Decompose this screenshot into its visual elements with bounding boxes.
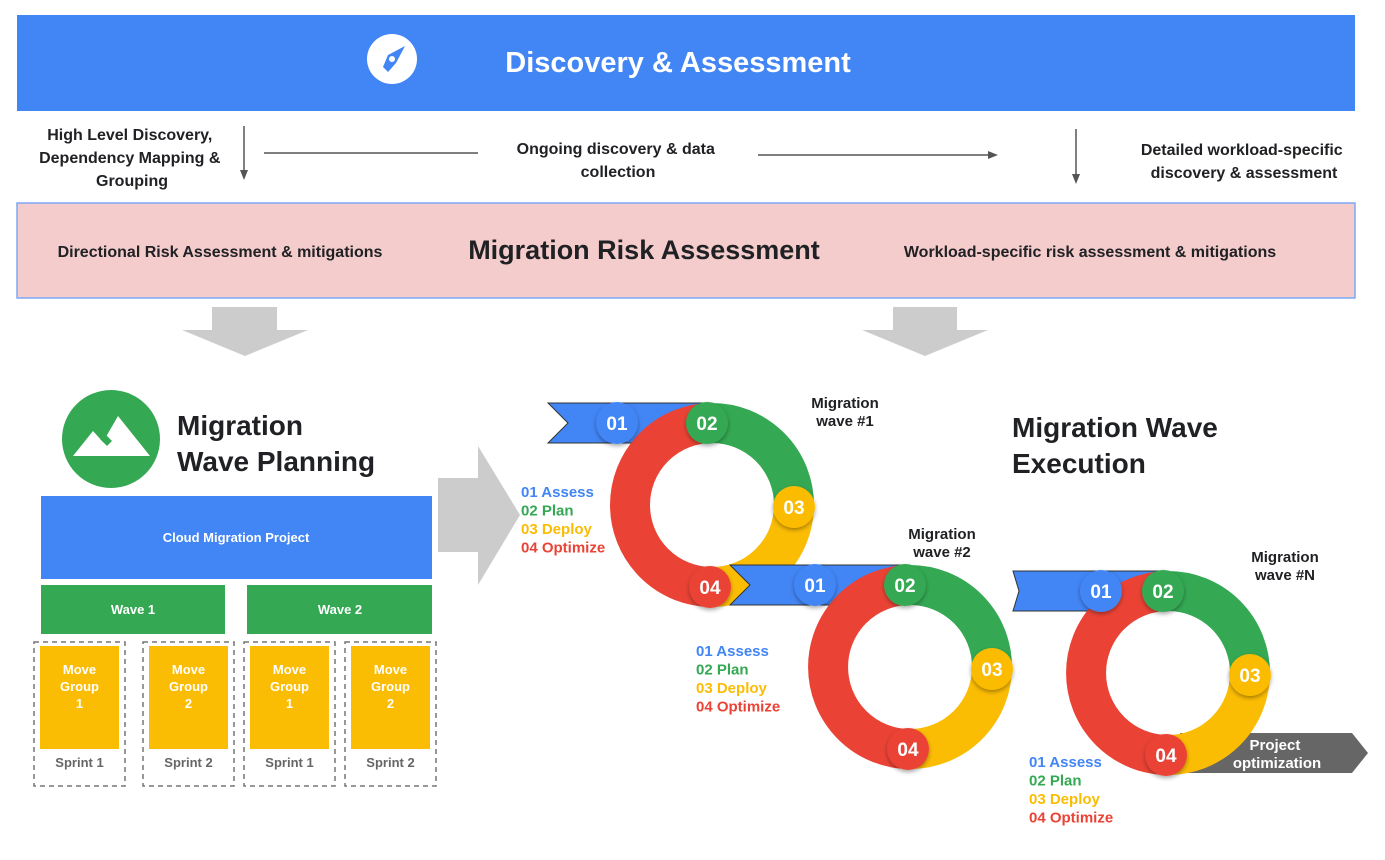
legend-item: 01 Assess (696, 643, 769, 660)
legend-item: 04 Optimize (1029, 810, 1113, 827)
sprint-box (33, 641, 126, 787)
wave-1-box (41, 585, 225, 634)
move-group-label: Move Group 2 (169, 662, 208, 711)
step-number: 03 (981, 660, 1002, 681)
down-arrow-head-right (1072, 174, 1080, 184)
project-box (41, 496, 432, 579)
compass-icon (367, 34, 417, 84)
discovery-title: Discovery & Assessment (505, 47, 851, 79)
legend-item: 01 Assess (1029, 754, 1102, 771)
wave-2-label: Wave 2 (318, 602, 362, 617)
migration-wave-2: 01 02 03 04 Migration wave #2 01 Assess 02 Plan… (696, 526, 1013, 770)
sprint-label: Sprint 2 (366, 755, 414, 770)
timeline-arrow-head (988, 151, 998, 159)
step-2-badge (1142, 570, 1184, 612)
move-group-label: Move Group 1 (60, 662, 99, 711)
down-arrow-head (240, 170, 248, 180)
step-number: 01 (606, 414, 628, 435)
move-group-box (40, 646, 119, 749)
move-group-box (149, 646, 228, 749)
step-number: 02 (1152, 582, 1173, 603)
sprint-label: Sprint 2 (164, 755, 212, 770)
risk-left: Directional Risk Assessment & mitigation… (58, 244, 383, 261)
legend-item: 03 Deploy (696, 680, 768, 697)
sprint-box (344, 641, 437, 787)
step-4-badge (1145, 734, 1187, 776)
wave-label: Migration wave #N (1251, 549, 1319, 584)
step-number: 01 (1090, 582, 1112, 603)
legend-item: 04 Optimize (521, 540, 605, 557)
wave-planning: Migration Wave Planning Cloud Migration … (33, 390, 437, 787)
step-3-badge (1229, 654, 1271, 696)
step-number: 04 (699, 578, 721, 599)
optimize-arc (610, 403, 713, 607)
migration-wave-3: 01 02 03 04 Migration wave #N 01 Assess 02 Plan… (1012, 549, 1319, 827)
sprint-box (243, 641, 336, 787)
step-number: 03 (783, 498, 804, 519)
right-note: Detailed workload-specific discovery & a… (1141, 142, 1347, 182)
move-group-box (250, 646, 329, 749)
planning-title: Migration Wave Planning (177, 410, 375, 477)
legend-item: 02 Plan (696, 662, 749, 679)
legend-item: 02 Plan (1029, 773, 1082, 790)
sprint-label: Sprint 1 (265, 755, 313, 770)
risk-title: Migration Risk Assessment (468, 235, 820, 265)
wave-2-box (247, 585, 432, 634)
risk-right: Workload-specific risk assessment & miti… (904, 244, 1276, 261)
mountain-icon (62, 390, 160, 488)
risk-band: Directional Risk Assessment & mitigation… (16, 202, 1356, 299)
step-2-badge (884, 564, 926, 606)
middle-note: Ongoing discovery & data collection (517, 141, 720, 181)
step-number: 02 (894, 576, 915, 597)
step-number: 02 (696, 414, 717, 435)
wave-label: Migration wave #2 (908, 526, 976, 561)
discovery-notes: High Level Discovery, Dependency Mapping… (39, 126, 1347, 190)
right-block-arrow (438, 446, 520, 585)
execution-title: Migration Wave Execution (1012, 412, 1226, 479)
optimize-arc (1066, 571, 1169, 775)
step-1-badge (794, 564, 836, 606)
wave-1-label: Wave 1 (111, 602, 155, 617)
migration-wave-1: 01 02 03 04 Migration wave #1 01 Assess 02 Plan… (521, 395, 879, 608)
down-block-arrow-left (182, 307, 308, 356)
legend-item: 01 Assess (521, 484, 594, 501)
step-3-badge (971, 648, 1013, 690)
move-group-label: Move Group 2 (371, 662, 410, 711)
project-label: Cloud Migration Project (163, 530, 310, 545)
step-number: 01 (804, 576, 826, 597)
step-3-badge (773, 486, 815, 528)
left-note: High Level Discovery, Dependency Mapping… (39, 127, 225, 190)
step-1-badge (596, 402, 638, 444)
optimize-arc (808, 565, 911, 769)
project-optimization-label: Project optimization (1233, 737, 1321, 772)
down-block-arrow-right (862, 307, 988, 356)
sprint-box (142, 641, 235, 787)
step-number: 04 (1155, 746, 1177, 767)
discovery-banner: Discovery & Assessment (17, 15, 1355, 111)
step-1-badge (1080, 570, 1122, 612)
step-number: 04 (897, 740, 919, 761)
step-2-badge (686, 402, 728, 444)
legend-item: 04 Optimize (696, 699, 780, 716)
move-group-box (351, 646, 430, 749)
move-group-label: Move Group 1 (270, 662, 309, 711)
legend-item: 03 Deploy (1029, 791, 1101, 808)
step-4-badge (689, 566, 731, 608)
wave-label: Migration wave #1 (811, 395, 879, 430)
legend-item: 03 Deploy (521, 521, 593, 538)
step-number: 03 (1239, 666, 1260, 687)
sprint-label: Sprint 1 (55, 755, 103, 770)
legend-item: 02 Plan (521, 503, 574, 520)
step-4-badge (887, 728, 929, 770)
